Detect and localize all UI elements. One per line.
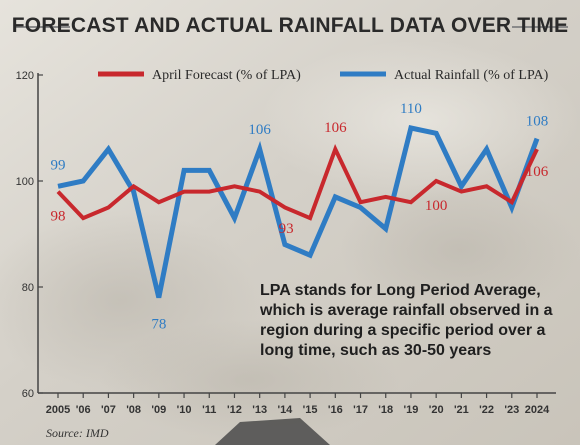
x-tick-label-11: '16 bbox=[328, 404, 343, 416]
title-rule-left bbox=[14, 26, 70, 28]
x-tick-label-16: '21 bbox=[454, 404, 469, 416]
title-rule-right bbox=[512, 26, 568, 28]
x-tick-label-7: '12 bbox=[227, 404, 242, 416]
x-tick-label-3: '08 bbox=[126, 404, 141, 416]
x-tick-label-13: '18 bbox=[378, 404, 393, 416]
x-tick-label-8: '13 bbox=[252, 404, 267, 416]
x-tick-label-14: '19 bbox=[404, 404, 419, 416]
data-label-actual-4: 78 bbox=[151, 317, 166, 333]
data-label-actual-14: 110 bbox=[400, 101, 422, 117]
legend-forecast-label: April Forecast (% of LPA) bbox=[152, 68, 301, 83]
x-tick-label-2: '07 bbox=[101, 404, 116, 416]
series-line-actual bbox=[57, 125, 540, 299]
data-label-forecast-11: 106 bbox=[324, 120, 347, 136]
series-line-forecast bbox=[56, 144, 539, 221]
y-tick-label-80: 80 bbox=[22, 282, 34, 294]
y-tick-label-60: 60 bbox=[22, 388, 34, 400]
chart-title: FORECAST AND ACTUAL RAINFALL DATA OVER T… bbox=[11, 14, 569, 37]
legend-actual-label: Actual Rainfall (% of LPA) bbox=[394, 68, 549, 83]
data-label-forecast-15: 100 bbox=[425, 198, 448, 214]
data-label-forecast-10: 93 bbox=[279, 221, 294, 237]
data-label-forecast-19: 106 bbox=[526, 164, 549, 180]
x-tick-label-1: '06 bbox=[76, 404, 91, 416]
x-tick-label-10: '15 bbox=[303, 404, 318, 416]
x-tick-label-15: '20 bbox=[429, 404, 444, 416]
data-label-forecast-0: 98 bbox=[51, 209, 66, 225]
data-label-actual-19: 108 bbox=[526, 114, 549, 130]
x-tick-label-0: 2005 bbox=[46, 404, 70, 416]
dark-rock-shape bbox=[215, 418, 330, 445]
x-tick-label-19: 2024 bbox=[525, 404, 550, 416]
x-tick-label-12: '17 bbox=[353, 404, 368, 416]
lpa-note: LPA stands for Long Period Average, whic… bbox=[260, 282, 553, 359]
data-label-actual-8: 106 bbox=[248, 122, 271, 138]
x-tick-label-18: '23 bbox=[504, 404, 519, 416]
y-tick-label-120: 120 bbox=[16, 70, 34, 82]
y-tick-label-100: 100 bbox=[16, 176, 34, 188]
x-tick-label-5: '10 bbox=[177, 404, 192, 416]
data-label-actual-0: 99 bbox=[51, 157, 66, 173]
x-tick-label-6: '11 bbox=[202, 404, 216, 416]
source-credit: Source: IMD bbox=[46, 426, 109, 440]
x-tick-label-17: '22 bbox=[479, 404, 494, 416]
x-tick-label-4: '09 bbox=[151, 404, 166, 416]
x-tick-label-9: '14 bbox=[277, 404, 293, 416]
